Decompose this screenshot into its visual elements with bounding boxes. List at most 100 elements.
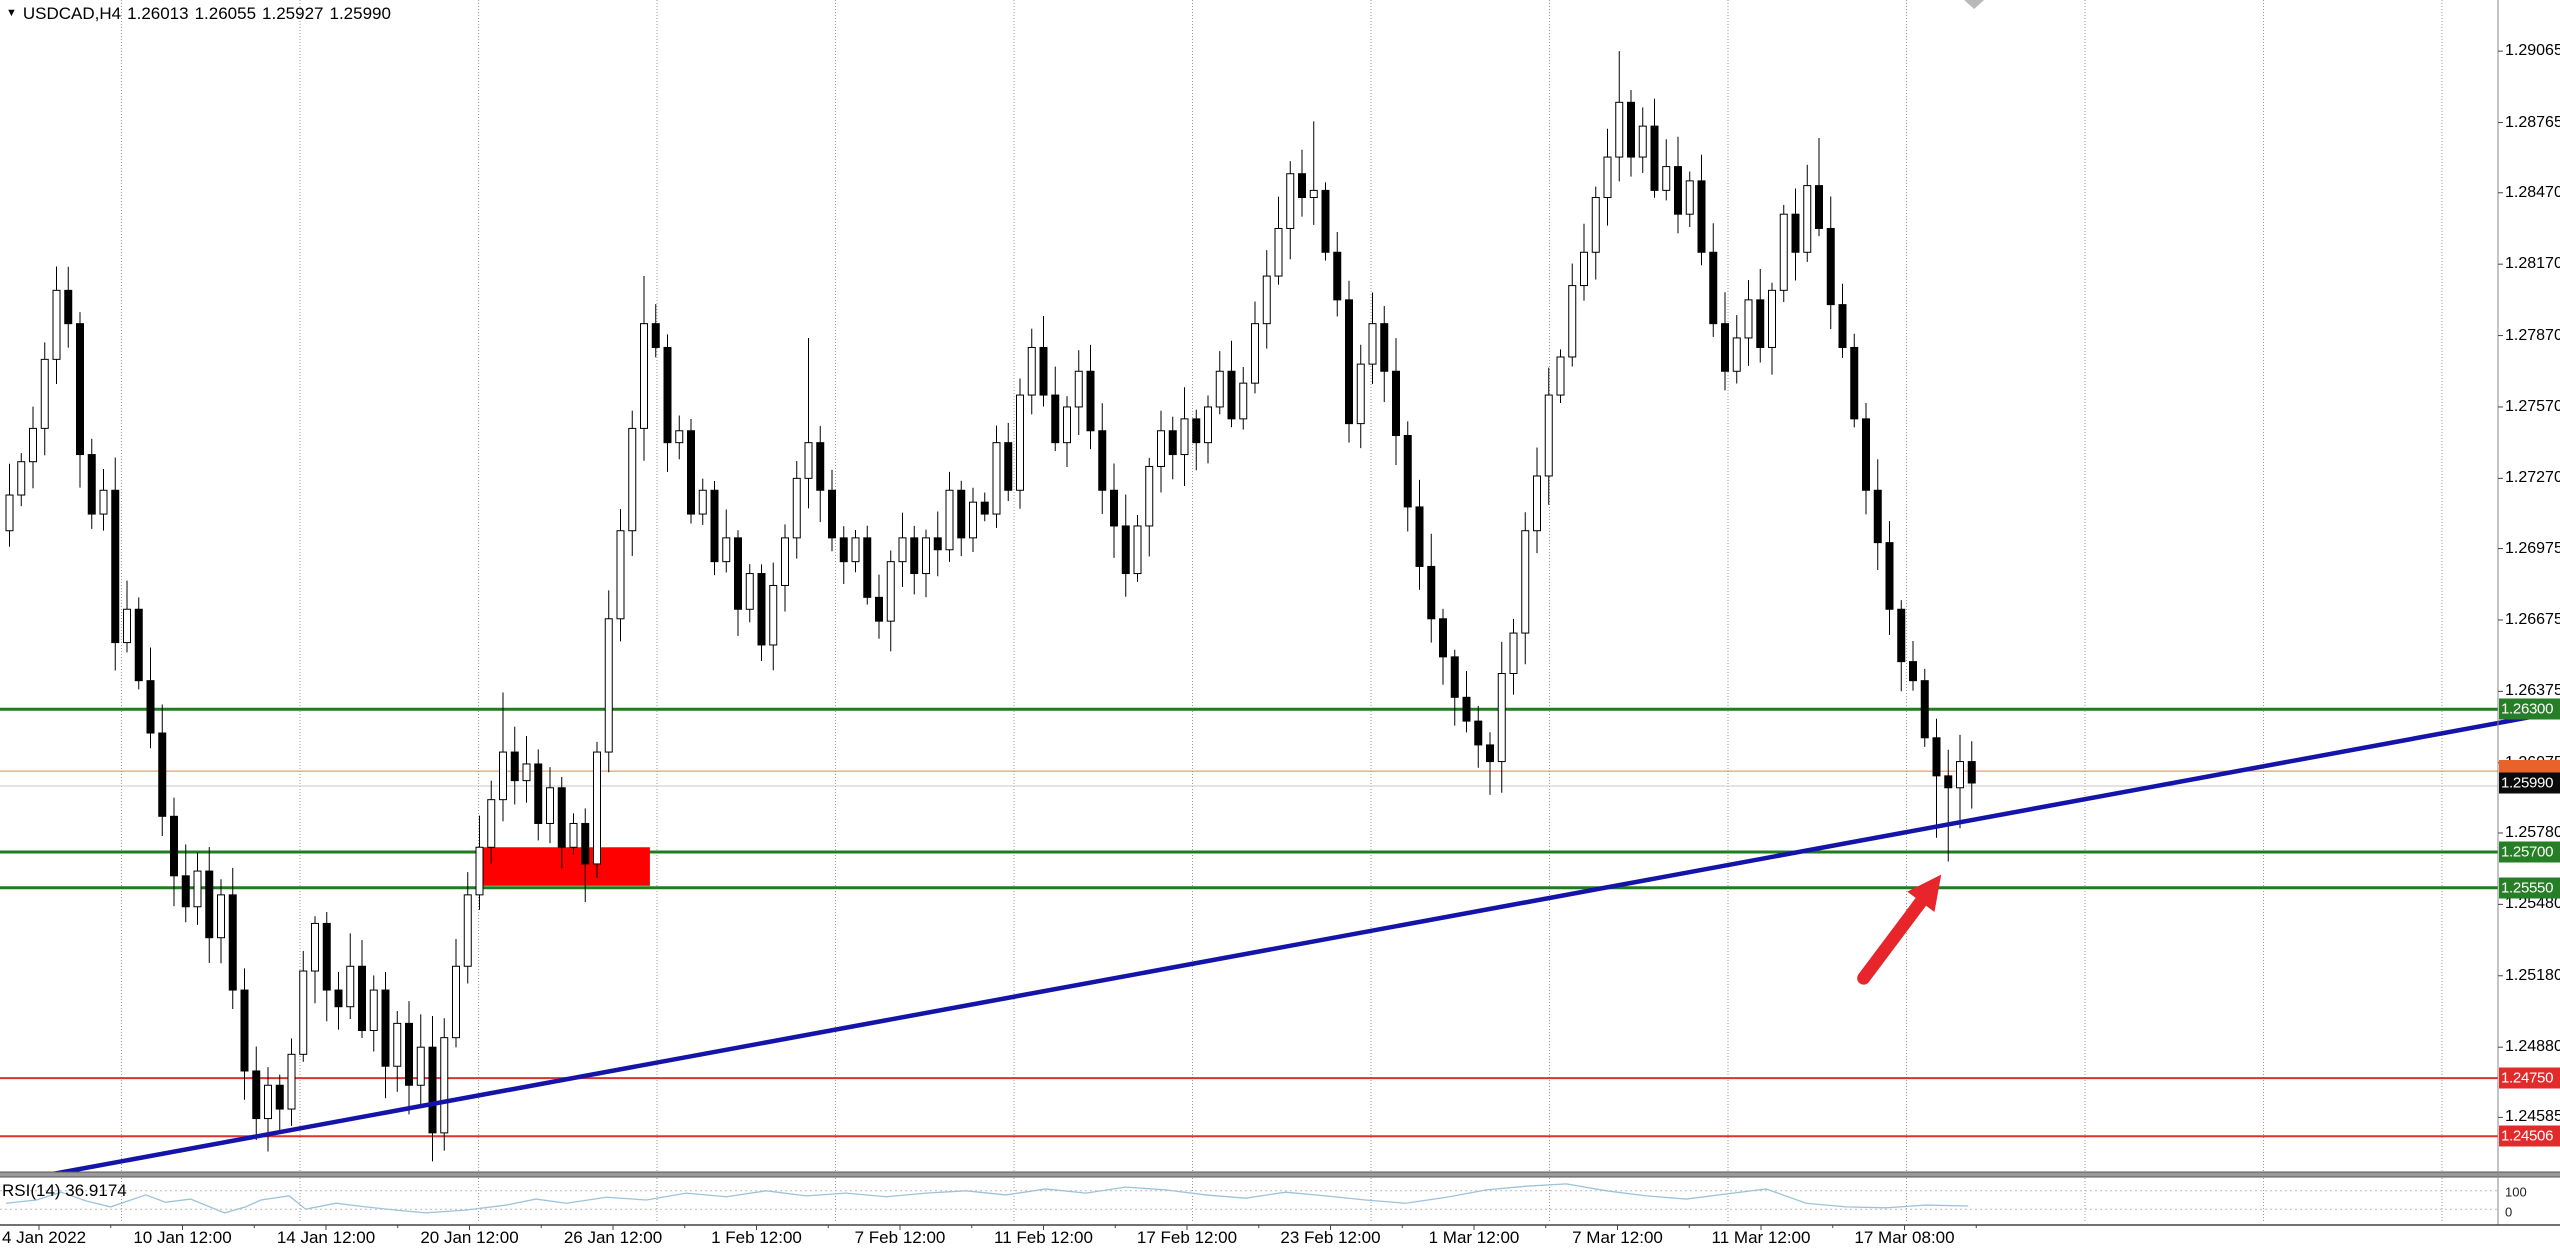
candle-body bbox=[1345, 299, 1353, 425]
candle-body bbox=[1826, 227, 1835, 306]
candle-body bbox=[1497, 673, 1506, 763]
candle-body bbox=[1756, 299, 1765, 348]
candle-body bbox=[804, 442, 813, 479]
quote-high: 1.26055 bbox=[194, 4, 257, 23]
candle-body bbox=[1744, 299, 1753, 339]
price-axis-label: 1.24880 bbox=[2505, 1038, 2560, 1056]
candle-body bbox=[781, 537, 789, 586]
candle-body bbox=[1157, 430, 1165, 467]
candle-body bbox=[898, 537, 907, 563]
time-axis-label: 7 Feb 12:00 bbox=[854, 1228, 946, 1247]
candle-body bbox=[287, 1053, 296, 1110]
rsi-scale-top: 100 bbox=[2505, 1184, 2527, 1200]
candle-body bbox=[792, 477, 801, 539]
candle-body bbox=[346, 965, 355, 1008]
candle-body bbox=[1204, 406, 1212, 444]
symbol-timeframe: USDCAD,H4 bbox=[22, 4, 122, 23]
candle-body bbox=[992, 442, 1001, 515]
candle-body bbox=[1580, 251, 1588, 287]
candle-body bbox=[1392, 370, 1400, 437]
symbol-dropdown-icon[interactable]: ▼ bbox=[6, 7, 17, 19]
price-axis-label: 1.25780 bbox=[2505, 823, 2560, 841]
candle-body bbox=[17, 461, 26, 496]
candle-body bbox=[1274, 227, 1283, 277]
candle-body bbox=[1521, 530, 1530, 634]
candle-body bbox=[416, 1046, 425, 1086]
quote-open: 1.26013 bbox=[127, 4, 189, 23]
price-level-badge-red: 1.24506 bbox=[2499, 1125, 2560, 1147]
red-arrow-shaft[interactable] bbox=[1857, 890, 1931, 985]
candle-body bbox=[1685, 180, 1694, 215]
candle-body bbox=[1251, 323, 1259, 384]
candle-body bbox=[628, 427, 637, 532]
candle-body bbox=[499, 751, 507, 801]
candle-body bbox=[1697, 180, 1706, 253]
price-level-badge-green: 1.26300 bbox=[2499, 698, 2560, 720]
candle-body bbox=[510, 751, 519, 782]
candle-body bbox=[581, 822, 590, 865]
price-axis-label: 1.27870 bbox=[2505, 326, 2560, 344]
chart-shift-marker-icon[interactable] bbox=[1964, 0, 1985, 9]
candle-body bbox=[181, 875, 190, 908]
rsi-scale-bottom: 0 bbox=[2505, 1204, 2513, 1220]
candle-body bbox=[1403, 435, 1412, 508]
candle-body bbox=[1638, 125, 1647, 158]
candle-body bbox=[1956, 761, 1964, 789]
candle-body bbox=[1486, 744, 1494, 763]
trendline[interactable] bbox=[49, 709, 2560, 1177]
candle-body bbox=[1450, 656, 1459, 698]
candle-body bbox=[475, 846, 484, 896]
candle-body bbox=[87, 454, 96, 515]
candle-body bbox=[170, 815, 178, 877]
candle-body bbox=[663, 346, 672, 444]
candle-body bbox=[957, 489, 966, 539]
candle-body bbox=[205, 870, 214, 939]
candle-body bbox=[945, 489, 954, 551]
candle-body bbox=[52, 289, 61, 360]
candle-body bbox=[1439, 618, 1447, 658]
candle-body bbox=[933, 537, 942, 551]
candle-body bbox=[1768, 289, 1776, 348]
candle-body bbox=[534, 763, 543, 824]
candle-body bbox=[217, 894, 225, 939]
candle-body bbox=[969, 501, 977, 539]
price-axis-label: 1.27570 bbox=[2505, 397, 2560, 415]
price-axis-label: 1.26375 bbox=[2505, 682, 2560, 700]
candle-body bbox=[1674, 166, 1682, 215]
candle-body bbox=[311, 922, 319, 972]
red-arrow-head[interactable] bbox=[1907, 874, 1942, 913]
candle-body bbox=[29, 427, 37, 463]
pane-separator[interactable] bbox=[0, 1172, 2560, 1177]
price-axis-label: 1.24585 bbox=[2505, 1108, 2560, 1126]
candle-body bbox=[1850, 346, 1859, 420]
candle-body bbox=[980, 501, 989, 515]
candle-body bbox=[1662, 166, 1671, 191]
quote-low: 1.25927 bbox=[262, 4, 324, 23]
candle-body bbox=[358, 965, 366, 1032]
candle-body bbox=[1039, 346, 1048, 396]
time-axis-label: 26 Jan 12:00 bbox=[563, 1228, 663, 1247]
supply-zone-rectangle[interactable] bbox=[483, 847, 650, 886]
price-axis-label: 1.28470 bbox=[2505, 183, 2560, 201]
candle-body bbox=[710, 489, 719, 563]
candle-body bbox=[1779, 213, 1788, 291]
candle-body bbox=[640, 323, 648, 429]
candle-body bbox=[264, 1084, 272, 1120]
candle-body bbox=[487, 799, 496, 848]
candle-body bbox=[828, 489, 836, 539]
candle-body bbox=[593, 751, 601, 865]
candle-body bbox=[1239, 382, 1248, 420]
candle-body bbox=[1215, 370, 1224, 408]
candle-body bbox=[1791, 213, 1800, 253]
candle-body bbox=[1321, 189, 1330, 253]
candle-body bbox=[1591, 197, 1600, 253]
time-axis-label: 1 Mar 12:00 bbox=[1428, 1228, 1520, 1247]
candle-body bbox=[76, 323, 84, 456]
candle-body bbox=[1016, 394, 1024, 491]
candle-body bbox=[1086, 370, 1095, 432]
candle-body bbox=[111, 489, 120, 644]
time-axis-label: 7 Mar 12:00 bbox=[1572, 1228, 1663, 1247]
time-axis-label: 11 Mar 12:00 bbox=[1711, 1228, 1811, 1247]
